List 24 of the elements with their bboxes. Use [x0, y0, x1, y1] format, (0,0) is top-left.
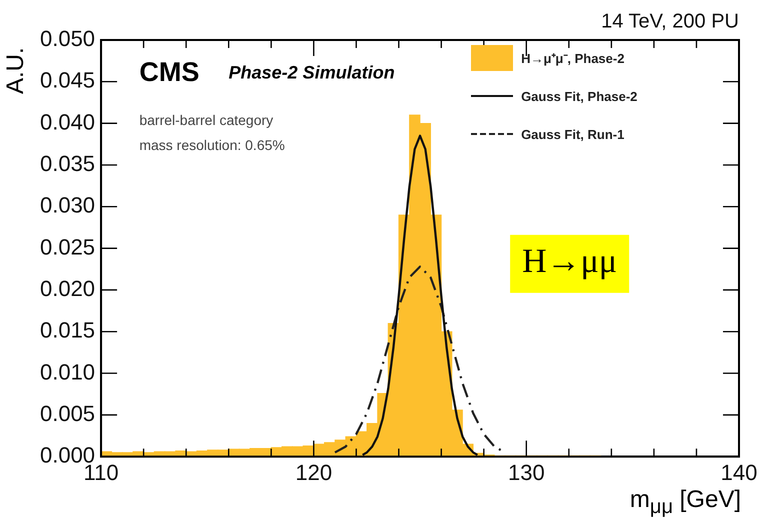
legend-label: Gauss Fit, Phase-2: [521, 88, 638, 104]
y-tick-label: 0.010: [40, 359, 96, 384]
y-tick-label: 0.020: [40, 276, 96, 302]
legend-label: H→μ⁺μ⁻, Phase-2: [521, 50, 624, 67]
y-tick-label: 0.030: [40, 192, 96, 218]
x-tick-label: 140: [720, 460, 758, 485]
annotation: barrel-barrel category: [139, 112, 274, 128]
annotation: CMS: [139, 56, 200, 87]
y-tick-label: 0.025: [40, 234, 96, 260]
x-tick-label: 130: [508, 460, 545, 485]
annotation: H→μμ: [522, 242, 618, 280]
legend-label: Gauss Fit, Run-1: [521, 126, 624, 142]
y-tick-label: 0.045: [40, 68, 96, 93]
x-axis-title: m$_{μμ}$ [GeV]: [630, 486, 741, 519]
chart-title: 14 TeV, 200 PU: [601, 10, 739, 33]
y-tick-label: 0.015: [40, 318, 96, 343]
y-axis-title: A.U.: [2, 47, 30, 94]
y-tick-label: 0.040: [40, 109, 96, 134]
y-tick-label: 0.005: [40, 401, 96, 426]
x-tick-label: 120: [295, 460, 332, 485]
y-tick-label: 0.050: [40, 26, 96, 52]
y-tick-label: 0.035: [40, 151, 96, 176]
annotation: mass resolution: 0.65%: [139, 137, 285, 154]
annotation: Phase-2 Simulation: [228, 62, 395, 82]
